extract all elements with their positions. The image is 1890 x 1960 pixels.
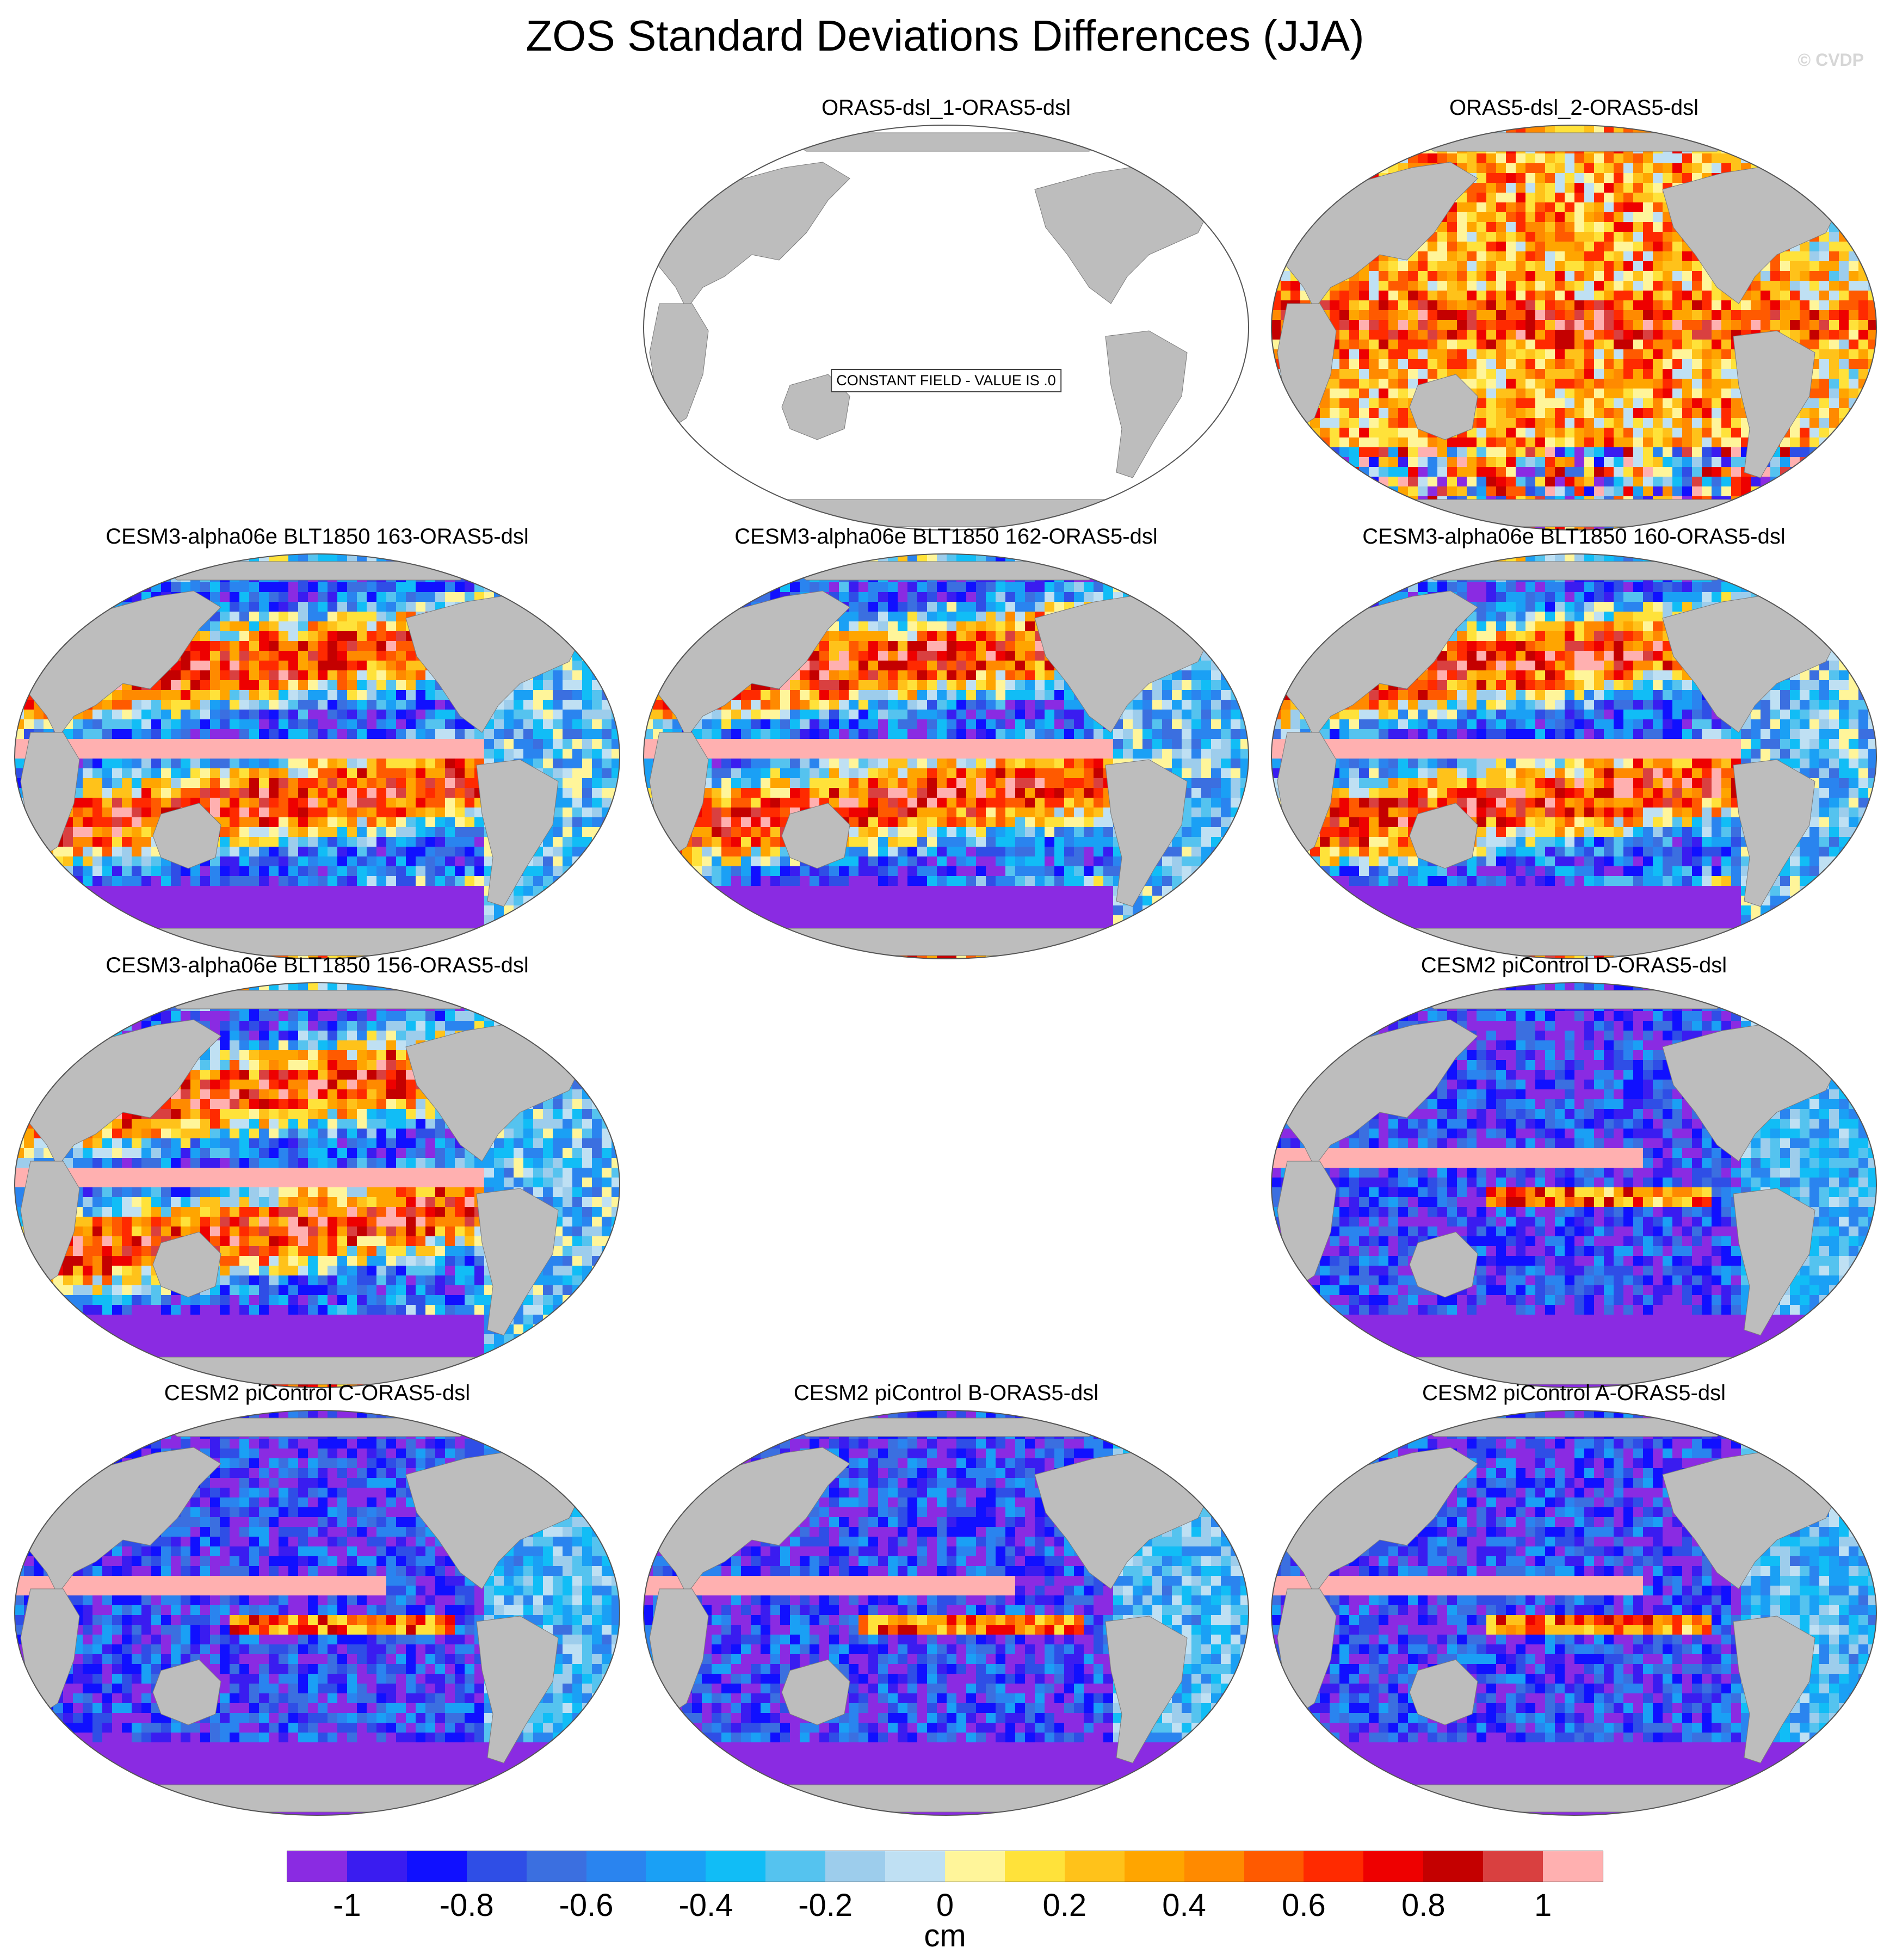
colorbar-segment	[586, 1851, 646, 1882]
world-map-svg	[643, 1410, 1249, 1816]
map-panel-cesm3-160: CESM3-alpha06e BLT1850 160-ORAS5-dsl	[1265, 522, 1882, 963]
colorbar-segment	[646, 1851, 706, 1882]
colorbar-segment	[1483, 1851, 1543, 1882]
colorbar-segment	[1304, 1851, 1364, 1882]
colorbar-segment	[825, 1851, 886, 1882]
world-map-svg	[14, 982, 620, 1388]
colorbar-segment	[1124, 1851, 1184, 1882]
colorbar-segment	[347, 1851, 407, 1882]
colorbar-tick-label: -0.2	[798, 1887, 853, 1924]
colorbar-tick-label: 0	[936, 1887, 954, 1924]
constant-field-label: CONSTANT FIELD - VALUE IS .0	[831, 369, 1061, 392]
panel-title: CESM3-alpha06e BLT1850 162-ORAS5-dsl	[638, 522, 1255, 551]
panel-title: CESM2 piControl A-ORAS5-dsl	[1265, 1379, 1882, 1407]
map-border	[14, 982, 620, 1388]
colorbar-segment	[1244, 1851, 1304, 1882]
figure-title: ZOS Standard Deviations Differences (JJA…	[0, 10, 1890, 62]
colorbar-tick-label: -0.8	[440, 1887, 494, 1924]
panel-title: CESM2 piControl B-ORAS5-dsl	[638, 1379, 1255, 1407]
world-map-svg	[643, 553, 1249, 959]
map-border	[643, 553, 1249, 959]
colorbar-tick-label: 0.4	[1162, 1887, 1206, 1924]
map-border	[14, 1410, 620, 1816]
panel-title: CESM2 piControl D-ORAS5-dsl	[1265, 951, 1882, 979]
colorbar-tick-label: -0.6	[559, 1887, 614, 1924]
map-border	[14, 553, 620, 959]
map-border	[1271, 1410, 1877, 1816]
colorbar-segment	[526, 1851, 586, 1882]
watermark-text: © CVDP	[1798, 50, 1864, 70]
map-panel-cesm3-162: CESM3-alpha06e BLT1850 162-ORAS5-dsl	[638, 522, 1255, 963]
panel-title: CESM3-alpha06e BLT1850 156-ORAS5-dsl	[9, 951, 626, 979]
colorbar-segment	[944, 1851, 1005, 1882]
colorbar-tick-label: 1	[1534, 1887, 1552, 1924]
world-map-svg	[1271, 1410, 1877, 1816]
panel-title: CESM3-alpha06e BLT1850 163-ORAS5-dsl	[9, 522, 626, 551]
colorbar-tick-label: -1	[333, 1887, 361, 1924]
map-panel-cesm2-d: CESM2 piControl D-ORAS5-dsl	[1265, 951, 1882, 1392]
land-masses	[1277, 1417, 1848, 1813]
map-border	[1271, 982, 1877, 1388]
colorbar-segment	[1423, 1851, 1484, 1882]
colorbar-segment	[466, 1851, 527, 1882]
map-panel-cesm3-156: CESM3-alpha06e BLT1850 156-ORAS5-dsl	[9, 951, 626, 1392]
colorbar-segment	[1543, 1851, 1603, 1882]
map-panel-cesm2-c: CESM2 piControl C-ORAS5-dsl	[9, 1379, 626, 1820]
map-panel-oras5-dsl-1: ORAS5-dsl_1-ORAS5-dsl CONSTANT FIELD - V…	[638, 94, 1255, 534]
colorbar-segment	[287, 1851, 347, 1882]
map-border	[1271, 553, 1877, 959]
map-border	[643, 1410, 1249, 1816]
colorbar-segment	[1363, 1851, 1424, 1882]
colorbar-segment	[406, 1851, 467, 1882]
panel-title: CESM2 piControl C-ORAS5-dsl	[9, 1379, 626, 1407]
world-map-svg	[1271, 553, 1877, 959]
world-map-svg	[14, 553, 620, 959]
colorbar-tick-label: 0.8	[1401, 1887, 1446, 1924]
map-border	[1271, 125, 1877, 531]
world-map-svg	[1271, 982, 1877, 1388]
panel-title: ORAS5-dsl_1-ORAS5-dsl	[638, 94, 1255, 122]
map-panel-cesm3-163: CESM3-alpha06e BLT1850 163-ORAS5-dsl	[9, 522, 626, 963]
colorbar-segment	[1064, 1851, 1125, 1882]
panel-title: CESM3-alpha06e BLT1850 160-ORAS5-dsl	[1265, 522, 1882, 551]
colorbar-segment	[706, 1851, 766, 1882]
world-map-svg	[643, 125, 1249, 531]
colorbar-tick-label: -0.4	[678, 1887, 733, 1924]
map-panel-oras5-dsl-2: ORAS5-dsl_2-ORAS5-dsl	[1265, 94, 1882, 534]
world-map-svg	[1271, 125, 1877, 531]
panel-title: ORAS5-dsl_2-ORAS5-dsl	[1265, 94, 1882, 122]
map-panel-cesm2-a: CESM2 piControl A-ORAS5-dsl	[1265, 1379, 1882, 1820]
colorbar-segment	[1004, 1851, 1065, 1882]
colorbar-segment	[885, 1851, 945, 1882]
world-map-svg	[14, 1410, 620, 1816]
colorbar-segment	[765, 1851, 826, 1882]
colorbar-tick-label: 0.2	[1042, 1887, 1086, 1924]
colorbar-unit: cm	[924, 1918, 966, 1955]
colorbar-segment	[1184, 1851, 1244, 1882]
map-border	[643, 125, 1249, 531]
map-panel-cesm2-b: CESM2 piControl B-ORAS5-dsl	[638, 1379, 1255, 1820]
colorbar-tick-label: 0.6	[1282, 1887, 1326, 1924]
colorbar	[287, 1851, 1603, 1882]
